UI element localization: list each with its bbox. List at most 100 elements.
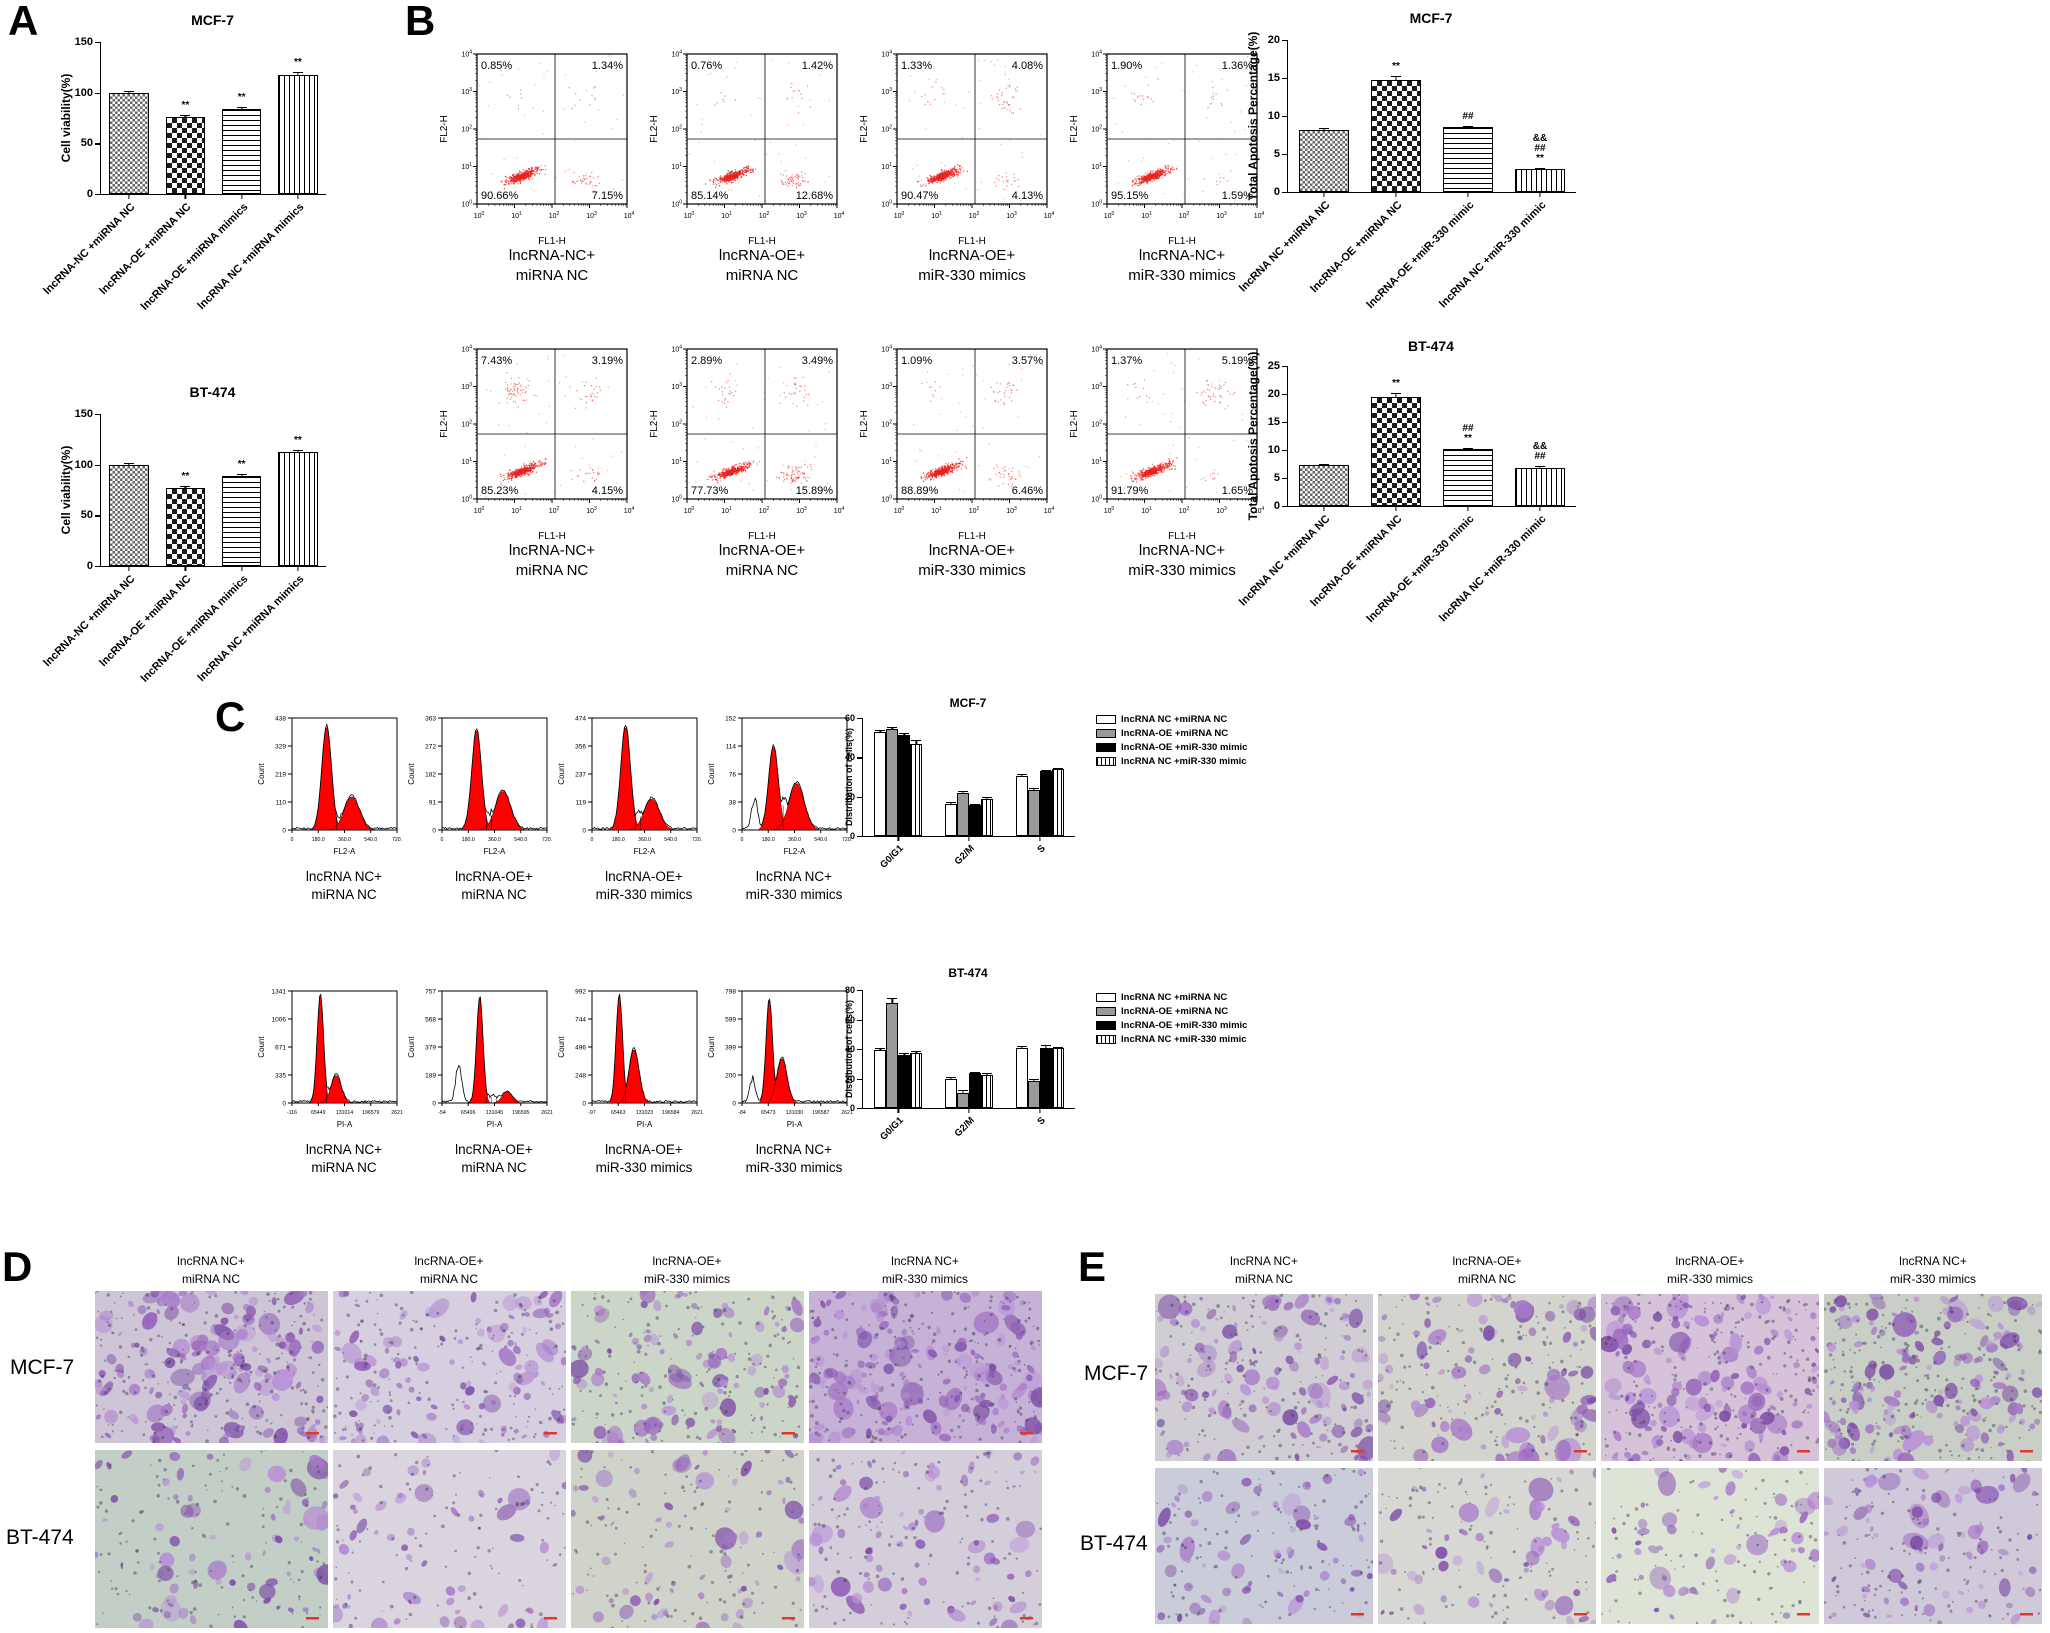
error-bar-stem — [880, 1049, 881, 1052]
y-tick-label: 0 — [732, 1101, 736, 1108]
y-axis-label: FL2-H — [439, 115, 450, 143]
y-tick-label: 237 — [575, 772, 586, 779]
microscopy-svg — [1824, 1468, 2042, 1624]
error-bar-stem — [986, 798, 987, 800]
x-tick-label: 65463 — [611, 1110, 626, 1116]
y-axis-tick: 103 — [1091, 87, 1102, 96]
bar — [109, 93, 148, 194]
x-tick — [129, 566, 130, 571]
scale-bar — [1574, 1613, 1587, 1616]
error-bar-stem — [297, 73, 298, 76]
column-header: lncRNA NC+miRNA NC — [1230, 1252, 1298, 1288]
error-bar — [911, 740, 921, 745]
x-tick-label: 540.0 — [364, 837, 377, 843]
hist-label-line1: lncRNA-OE+ — [455, 868, 533, 886]
x-tick-label: 131030 — [786, 1110, 803, 1116]
x-axis-label: FL2-A — [634, 847, 656, 856]
hist-group-label: lncRNA NC+miR-330 mimics — [746, 868, 843, 904]
bar — [1040, 1048, 1052, 1108]
y-axis-tick: 103 — [1091, 382, 1102, 391]
flow-label-line2: miRNA NC — [509, 266, 595, 286]
hist-label-line1: lncRNA NC+ — [746, 868, 843, 886]
bar — [969, 1073, 981, 1108]
bar — [957, 793, 969, 836]
y-axis-label: FL2-H — [439, 410, 450, 438]
y-axis-tick: 104 — [1091, 50, 1102, 59]
y-axis-label: FL2-H — [649, 410, 660, 438]
x-axis-tick: 101 — [931, 211, 942, 220]
y-tick — [95, 143, 101, 144]
x-axis-tick: 102 — [759, 211, 770, 220]
y-tick-label: 671 — [275, 1045, 286, 1052]
y-axis-label: Cell viability(%) — [59, 74, 73, 163]
quadrant-ul-percent: 1.09% — [901, 355, 932, 367]
x-tick — [241, 194, 242, 199]
bar — [1515, 468, 1565, 506]
header-line1: lncRNA NC+ — [177, 1252, 245, 1270]
y-tick-label: 0 — [282, 828, 286, 835]
y-tick — [857, 1108, 863, 1109]
x-axis-tick: 101 — [721, 506, 732, 515]
scale-bar — [1351, 1450, 1364, 1453]
x-tick — [185, 194, 186, 199]
y-tick — [95, 465, 101, 466]
panel-a-letter: A — [8, 0, 38, 42]
error-bar — [970, 804, 980, 806]
y-axis-tick: 103 — [671, 87, 682, 96]
y-tick-label: 356 — [575, 744, 586, 751]
x-category-label: lncRNA-OE +miRNA NC — [1276, 513, 1405, 642]
scale-bar — [1020, 1617, 1033, 1620]
error-bar-stem — [241, 108, 242, 110]
x-category-label: lncRNA NC +miR-330 mimic — [1420, 513, 1549, 642]
bar — [166, 488, 205, 566]
x-axis-tick: 104 — [834, 211, 845, 220]
quadrant-ll-percent: 85.14% — [691, 190, 729, 202]
x-tick-label: 360.0 — [788, 837, 801, 843]
x-tick-label: 131023 — [636, 1110, 653, 1116]
microscopy-svg — [1824, 1294, 2042, 1461]
error-bar-stem — [241, 475, 242, 477]
legend-label: lncRNA NC +miR-330 mimic — [1121, 756, 1247, 767]
x-tick — [1539, 506, 1540, 511]
legend-entry: lncRNA NC +miR-330 mimic — [1096, 1032, 1247, 1046]
error-bar-stem — [1021, 775, 1022, 777]
flow-group-label: lncRNA-NC+miR-330 mimics — [1128, 246, 1236, 286]
y-tick — [95, 42, 101, 43]
quadrant-ul-percent: 1.37% — [1111, 355, 1142, 367]
hist-label-line1: lncRNA NC+ — [306, 868, 382, 886]
transwell-image — [809, 1291, 1042, 1443]
panel-b-letter: B — [405, 0, 435, 42]
microscopy-svg — [95, 1291, 328, 1443]
y-axis-tick: 104 — [671, 345, 682, 354]
x-tick — [968, 1108, 969, 1113]
error-bar-stem — [1045, 771, 1046, 773]
y-tick-label: 152 — [725, 716, 736, 723]
error-bar-stem — [1323, 465, 1324, 466]
bar — [910, 1053, 922, 1108]
transwell-image — [1601, 1468, 1819, 1624]
error-bar — [237, 474, 247, 477]
error-bar-stem — [962, 792, 963, 794]
x-tick-label: 65449 — [311, 1110, 326, 1116]
y-tick-label: 60 — [845, 713, 855, 723]
scale-bar — [1020, 1432, 1033, 1435]
bar — [1016, 776, 1028, 836]
error-bar — [1017, 774, 1027, 777]
y-axis-tick: 100 — [461, 200, 472, 209]
error-bar-stem — [1467, 127, 1468, 129]
quadrant-ll-percent: 90.47% — [901, 190, 939, 202]
scale-bar — [306, 1617, 319, 1620]
hist-label-line2: miR-330 mimics — [746, 886, 843, 904]
legend-label: lncRNA NC +miRNA NC — [1121, 992, 1227, 1003]
legend-label: lncRNA NC +miRNA NC — [1121, 714, 1227, 725]
quadrant-ul-percent: 7.43% — [481, 355, 512, 367]
bar — [886, 729, 898, 836]
error-bar — [958, 791, 968, 794]
bar — [945, 804, 957, 836]
x-tick-label: 180.0 — [612, 837, 625, 843]
legend-label: lncRNA-OE +miRNA NC — [1121, 728, 1228, 739]
